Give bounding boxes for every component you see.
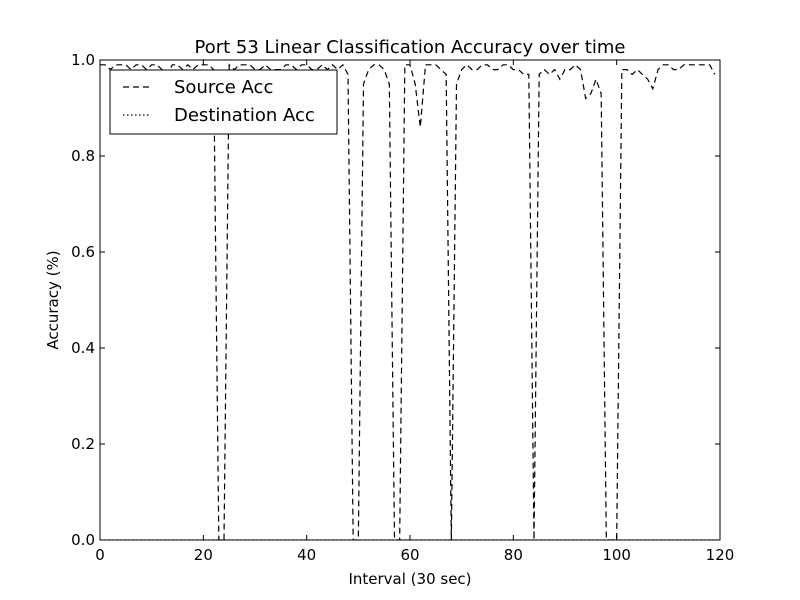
x-tick-label: 60 xyxy=(400,546,419,564)
series-line-1 xyxy=(100,63,716,540)
x-axis-label: Interval (30 sec) xyxy=(348,570,471,588)
plot-area: 0 20 40 60 80 100 120 0.0 0.2 0.4 0.6 0.8 1.0 xyxy=(71,51,734,564)
y-tick-label: 0.6 xyxy=(71,243,95,261)
x-tick-label: 40 xyxy=(297,546,316,564)
x-tick-label: 80 xyxy=(504,546,523,564)
y-tick-label: 1.0 xyxy=(71,51,95,69)
y-tick-label: 0.4 xyxy=(71,339,95,357)
y-tick-label: 0.0 xyxy=(71,531,95,549)
legend-label-1: Source Acc xyxy=(174,77,273,98)
y-axis-label: Accuracy (%) xyxy=(44,250,62,349)
legend: Source Acc Destination Acc xyxy=(109,69,338,135)
x-tick-label: 20 xyxy=(194,546,213,564)
y-tick-label: 0.2 xyxy=(71,435,95,453)
legend-box xyxy=(109,69,338,135)
x-tick-label: 120 xyxy=(706,546,735,564)
x-tick-label: 100 xyxy=(602,546,631,564)
legend-label-2: Destination Acc xyxy=(174,105,315,126)
chart-title: Port 53 Linear Classification Accuracy o… xyxy=(195,37,626,58)
y-tick-label: 0.8 xyxy=(71,147,95,165)
x-tick-label: 0 xyxy=(95,546,105,564)
